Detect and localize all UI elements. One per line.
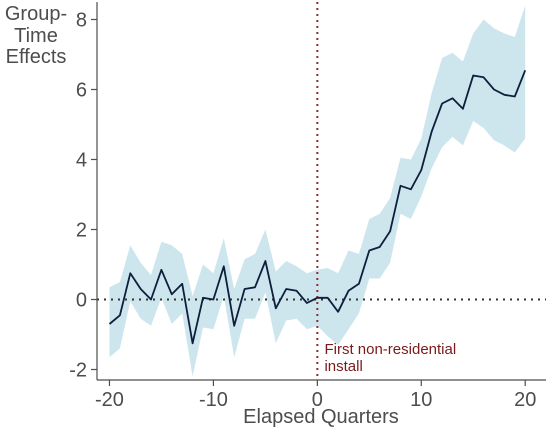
annotation-line: install bbox=[324, 358, 362, 375]
x-axis-title: Elapsed Quarters bbox=[243, 406, 399, 428]
y-tick-label: 8 bbox=[76, 10, 87, 32]
y-tick-label: 0 bbox=[76, 290, 87, 312]
annotation-line: First non-residential bbox=[324, 341, 456, 358]
confidence-band bbox=[109, 5, 526, 377]
estimate-line bbox=[108, 69, 527, 345]
x-tick-label: 20 bbox=[514, 389, 536, 411]
plot-area bbox=[97, 2, 546, 380]
x-tick-label: -10 bbox=[199, 389, 228, 411]
y-axis-title: Group- Time Effects bbox=[5, 3, 67, 68]
y-tick-label: 2 bbox=[76, 220, 87, 242]
y-axis-title-line: Group- bbox=[5, 3, 67, 25]
axes bbox=[91, 2, 546, 386]
y-tick-label: 4 bbox=[76, 150, 87, 172]
x-tick-label: -20 bbox=[95, 389, 124, 411]
x-tick-label: 10 bbox=[410, 389, 432, 411]
annotation: First non-residential install bbox=[324, 341, 456, 375]
y-tick-label: 6 bbox=[76, 80, 87, 102]
y-axis-title-line: Effects bbox=[6, 46, 67, 68]
y-axis-title-line: Time bbox=[14, 25, 58, 47]
x-tick-label: 0 bbox=[312, 389, 323, 411]
y-tick-label: -2 bbox=[69, 360, 87, 382]
